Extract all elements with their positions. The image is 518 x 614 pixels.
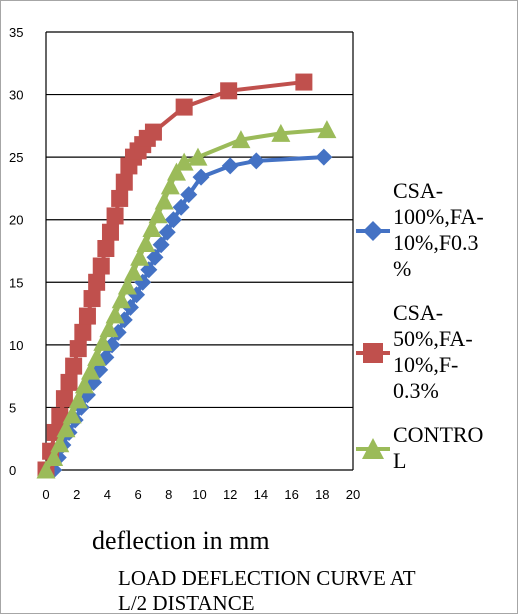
series-3-point-24 [231,130,251,149]
series-2-point-12 [92,257,110,275]
x-tick-label-12: 12 [223,487,237,502]
x-tick-label-20: 20 [346,487,360,502]
series-3-point-1 [44,447,64,466]
series-2-point-26 [295,73,313,91]
series-3-point-12 [111,290,131,309]
legend-2-label-line-2: 50%,FA- [393,326,473,351]
series-3-point-3 [56,419,76,438]
series-3-point-14 [123,262,143,281]
y-tick-label-15: 15 [9,275,23,290]
series-3-point-21 [166,162,186,181]
x-tick-label-6: 6 [134,487,141,502]
series-2-point-3 [51,407,69,425]
x-tick-label-10: 10 [192,487,206,502]
series-2-point-17 [115,173,133,191]
series-1-point-17 [146,248,164,266]
series-3-point-22 [174,152,194,171]
series-2-point-10 [83,290,101,308]
y-tick-label-5: 5 [9,400,16,415]
series-3-point-9 [93,332,113,351]
series-3-point-7 [81,361,101,380]
legend-1-label-line-2: 100%,FA- [393,204,484,229]
series-3-point-10 [99,319,119,338]
series-2-point-9 [78,307,96,325]
series-1-point-26 [315,148,333,166]
series-3-point-20 [160,176,180,195]
series-3-point-18 [148,205,168,224]
series-3-point-2 [50,434,70,453]
series-3-point-25 [271,123,291,142]
series-2-point-16 [111,189,129,207]
legend: CSA-100%,FA-10%,F0.3%CSA-50%,FA-10%,F-0.… [356,178,484,473]
legend-1-label-line-1: CSA- [393,178,443,203]
legend-3-label-line-1: CONTRO [393,422,483,447]
series-3-point-11 [105,305,125,324]
plot-area: 0 5 10 15 20 25 30 35 0 2 4 6 8 10 12 14 16 18 20 [9,25,360,502]
series-2-point-13 [97,239,115,257]
x-tick-label-8: 8 [165,487,172,502]
chart-caption-line-1: LOAD DEFLECTION CURVE AT [118,566,416,590]
series-3-point-26 [317,120,337,139]
series-2-point-25 [220,82,238,100]
series-2-point-11 [88,273,106,291]
x-tick-label-16: 16 [284,487,298,502]
y-tick-label-35: 35 [9,25,23,40]
y-tick-label-0: 0 [9,463,16,478]
legend-3-label-line-2: L [393,448,406,473]
legend-2-label-line-1: CSA- [393,300,443,325]
legend-1-label-line-4: % [393,256,411,281]
legend-2-label-line-4: 0.3% [393,378,439,403]
x-tick-label-18: 18 [315,487,329,502]
series-2-point-8 [74,323,92,341]
y-tick-label-10: 10 [9,338,23,353]
series-2-point-5 [60,373,78,391]
series-2-point-6 [65,357,83,375]
series-1-point-19 [158,223,176,241]
series-1-point-18 [152,236,170,254]
series-3-point-8 [87,347,107,366]
series-3-point-5 [68,390,88,409]
series-2-point-14 [101,223,119,241]
series-1-point-20 [164,211,182,229]
legend-2-marker [363,343,383,363]
series-3-point-17 [142,218,162,237]
series-2-point-24 [175,98,193,116]
x-tick-label-4: 4 [104,487,111,502]
x-axis-label: deflection in mm [92,526,270,555]
series-1-point-25 [247,152,265,170]
x-tick-label-0: 0 [42,487,49,502]
series-1-point-24 [221,157,239,175]
legend-1-marker [363,221,383,241]
legend-3-marker [362,438,384,459]
series-3-point-13 [117,276,137,295]
series-1-point-22 [180,186,198,204]
y-tick-label-20: 20 [9,213,23,228]
series-2-point-15 [106,207,124,225]
y-tick-label-25: 25 [9,150,23,165]
series-3-point-23 [188,147,208,166]
series-2-point-23 [144,123,162,141]
legend-2-label-line-3: 10%,F- [393,352,458,377]
series-2-point-7 [69,340,87,358]
series-3-point-19 [154,191,174,210]
x-tick-label-14: 14 [254,487,268,502]
y-tick-label-30: 30 [9,88,23,103]
series-1-point-21 [172,198,190,216]
series-3-point-15 [130,247,150,266]
series-3-point-16 [136,233,156,252]
series-2-point-4 [55,390,73,408]
series-3-point-0 [36,460,56,479]
series-1-point-23 [192,168,210,186]
legend-1-label-line-3: 10%,F0.3 [393,230,479,255]
series-3-point-4 [62,405,82,424]
series-3 [36,120,337,479]
x-tick-label-2: 2 [73,487,80,502]
series-3-point-6 [74,375,94,394]
chart-caption-line-2: L/2 DISTANCE [118,591,255,614]
